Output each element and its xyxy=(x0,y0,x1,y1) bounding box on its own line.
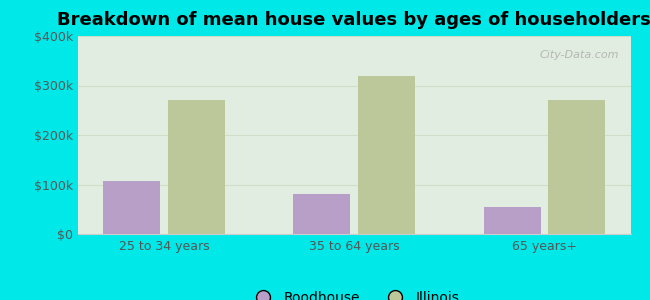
Legend: Roodhouse, Illinois: Roodhouse, Illinois xyxy=(243,285,465,300)
Bar xyxy=(484,207,541,234)
Bar xyxy=(549,100,605,234)
Title: Breakdown of mean house values by ages of householders: Breakdown of mean house values by ages o… xyxy=(57,11,650,29)
Bar xyxy=(293,194,350,234)
Bar xyxy=(103,181,160,234)
Bar xyxy=(168,100,225,234)
Bar xyxy=(358,76,415,234)
Text: City-Data.com: City-Data.com xyxy=(540,50,619,60)
